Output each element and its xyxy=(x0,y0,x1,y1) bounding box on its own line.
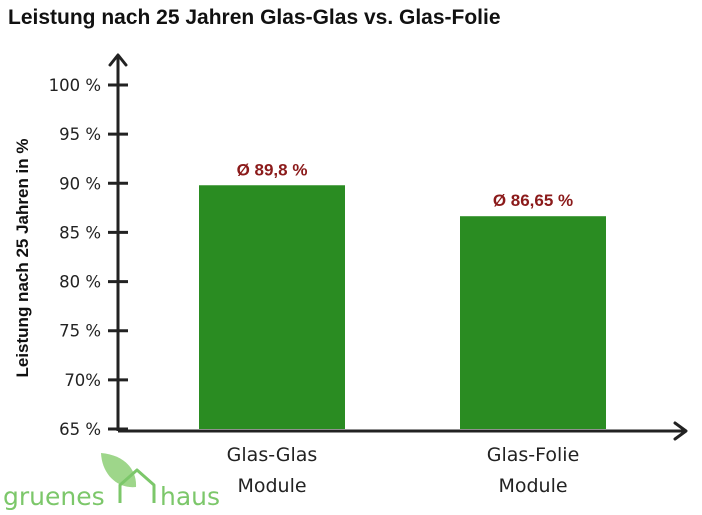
y-tick-label: 80 % xyxy=(59,273,101,292)
x-categories-group: Glas-Glas Module Glas-Folie Module xyxy=(227,444,580,497)
y-tick-label: 70% xyxy=(64,371,101,390)
bar xyxy=(199,185,345,429)
y-tick-label: 85 % xyxy=(59,223,101,242)
bars-group xyxy=(199,185,606,429)
logo-text-haus: haus xyxy=(160,482,220,511)
bar xyxy=(460,216,606,429)
y-tick-label: 95 % xyxy=(59,125,101,144)
bar-value-label: Ø 89,8 % xyxy=(237,160,308,179)
x-axis-arrow xyxy=(673,421,688,441)
brand-logo: gruenes haus xyxy=(3,453,220,511)
y-ticks-group: 65 % 70% 75 % 80 % 85 % 90 % 95 % 100 % xyxy=(49,76,128,439)
x-category-label: Glas-Glas xyxy=(227,444,318,466)
y-tick-label: 65 % xyxy=(59,420,101,439)
house-icon xyxy=(118,468,156,503)
leaf-icon xyxy=(101,453,137,488)
y-tick-label: 75 % xyxy=(59,322,101,341)
data-labels-group: Ø 89,8 % Ø 86,65 % xyxy=(237,160,574,210)
x-category-label: Module xyxy=(237,475,306,497)
y-axis-label: Leistung nach 25 Jahren in % xyxy=(13,138,32,377)
chart-title: Leistung nach 25 Jahren Glas-Glas vs. Gl… xyxy=(8,6,501,29)
y-tick-label: 90 % xyxy=(59,174,101,193)
y-tick-label: 100 % xyxy=(49,76,101,95)
x-category-label: Module xyxy=(498,475,567,497)
logo-text-gruenes: gruenes xyxy=(3,482,105,511)
bar-value-label: Ø 86,65 % xyxy=(493,191,573,210)
x-category-label: Glas-Folie xyxy=(487,444,580,466)
y-axis-arrow xyxy=(108,53,128,67)
